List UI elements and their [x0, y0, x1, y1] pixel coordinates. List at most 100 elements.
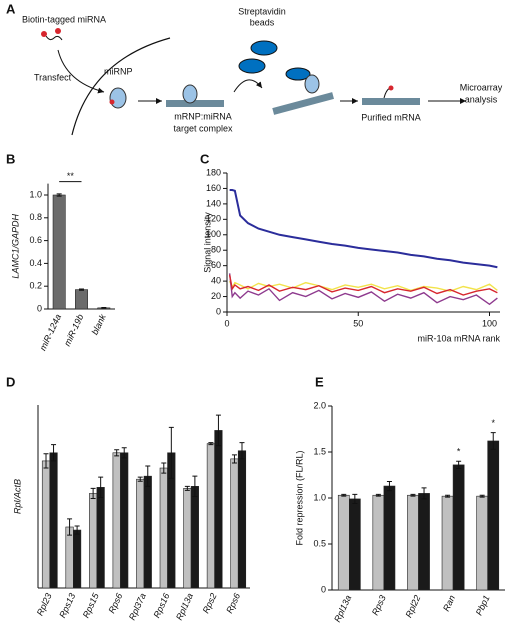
y-tick-label: 40 — [211, 275, 221, 285]
mirnp-label: miRNP — [104, 66, 133, 76]
error-bar — [375, 493, 381, 497]
line-series — [228, 273, 498, 306]
panel-label: A — [6, 1, 16, 16]
error-bar — [43, 453, 49, 469]
x-tick-label: miR-124a — [38, 313, 64, 353]
y-tick-label: 0.6 — [29, 235, 42, 245]
bar — [418, 493, 430, 591]
mirnp-icon — [182, 84, 198, 104]
y-tick-label: 0.5 — [313, 538, 326, 548]
panel-a: A Biotin-tagged miRNA Transfect miRNP mR… — [6, 1, 503, 136]
x-tick-label: Ran — [441, 594, 457, 613]
y-axis-label: Rpl/ActB — [12, 479, 22, 514]
bar — [65, 526, 74, 589]
x-tick-label: Rps15 — [81, 591, 101, 620]
y-tick-label: 20 — [211, 291, 221, 301]
error-bar — [239, 442, 245, 460]
error-bar — [421, 487, 427, 500]
error-bar — [445, 494, 451, 498]
y-tick-label: 0.2 — [29, 281, 42, 291]
x-tick-label: Rpl22 — [403, 594, 422, 620]
error-bar — [145, 465, 151, 487]
bar — [183, 488, 192, 589]
error-bar — [184, 485, 190, 491]
mirnp-icon — [304, 74, 320, 94]
x-tick-label: 50 — [353, 318, 363, 328]
x-tick-label: Rpl23 — [35, 592, 54, 618]
y-tick-label: 140 — [206, 198, 221, 208]
x-tick-label: Rpl13a — [174, 592, 195, 622]
purified-label: Purified mRNA — [361, 112, 421, 122]
bar — [407, 494, 419, 591]
x-tick-label: Rps16 — [151, 592, 171, 620]
error-bar — [137, 476, 143, 482]
y-axis-label: Fold repression (FL/RL) — [294, 450, 304, 545]
bar — [230, 458, 239, 589]
biotin-dot — [109, 99, 115, 105]
bar — [75, 289, 88, 310]
bar — [89, 493, 98, 589]
bar — [52, 194, 66, 310]
membrane — [71, 37, 171, 136]
bar — [73, 529, 82, 589]
bar — [348, 498, 361, 591]
transfect-label: Transfect — [34, 72, 72, 82]
annotation: * — [491, 418, 495, 428]
y-tick-label: 60 — [211, 260, 221, 270]
complex-label: target complex — [173, 123, 233, 133]
x-tick-label: Pbp1 — [474, 594, 492, 617]
bar — [441, 495, 454, 591]
arrow — [233, 79, 263, 93]
error-bar — [74, 525, 80, 535]
error-bar — [341, 493, 347, 497]
bar — [49, 452, 58, 589]
bar — [41, 460, 51, 589]
y-axis-label: LAMC1/GAPDH — [10, 214, 20, 279]
error-bar — [208, 442, 214, 446]
x-tick-label: Rps6 — [224, 592, 242, 615]
panel-label: D — [6, 374, 15, 389]
bar — [143, 475, 152, 589]
y-tick-label: 1.0 — [29, 189, 42, 199]
annotation: * — [457, 447, 461, 457]
x-tick-label: 100 — [482, 318, 497, 328]
panel-label: E — [315, 374, 324, 389]
error-bar — [479, 494, 485, 498]
error-bar — [168, 426, 174, 479]
microarray-label: analysis — [465, 94, 498, 104]
x-tick-label: blank — [90, 312, 108, 336]
biotin-dot — [55, 28, 61, 34]
mirna-icon — [45, 35, 63, 41]
line-series — [228, 280, 498, 292]
bar — [96, 487, 105, 589]
mrna-bar — [166, 100, 224, 107]
error-bar — [98, 476, 104, 499]
bar — [190, 486, 199, 589]
y-tick-label: 1.0 — [313, 492, 326, 502]
error-bar — [490, 432, 496, 450]
line-series — [228, 274, 498, 296]
error-bar — [90, 487, 96, 500]
error-bar — [352, 493, 358, 505]
line-series — [229, 188, 498, 269]
bead — [250, 40, 278, 56]
error-bar — [79, 288, 84, 291]
x-tick-label: Rps6 — [106, 592, 124, 615]
bar — [372, 494, 385, 591]
x-tick-label: Rps3 — [370, 594, 388, 617]
biotin-label: Biotin-tagged miRNA — [22, 14, 106, 24]
bar — [206, 443, 215, 589]
mrna-bar — [272, 92, 334, 115]
error-bar — [67, 518, 73, 536]
y-tick-label: 1.5 — [313, 446, 326, 456]
error-bar — [161, 462, 167, 474]
y-tick-label: 0 — [321, 584, 326, 594]
y-tick-label: 160 — [206, 183, 221, 193]
panel-label: C — [200, 151, 210, 166]
x-axis-label: miR-10a mRNA rank — [417, 333, 500, 343]
error-bar — [456, 460, 462, 470]
error-bar — [51, 444, 57, 462]
error-bar — [101, 307, 107, 309]
